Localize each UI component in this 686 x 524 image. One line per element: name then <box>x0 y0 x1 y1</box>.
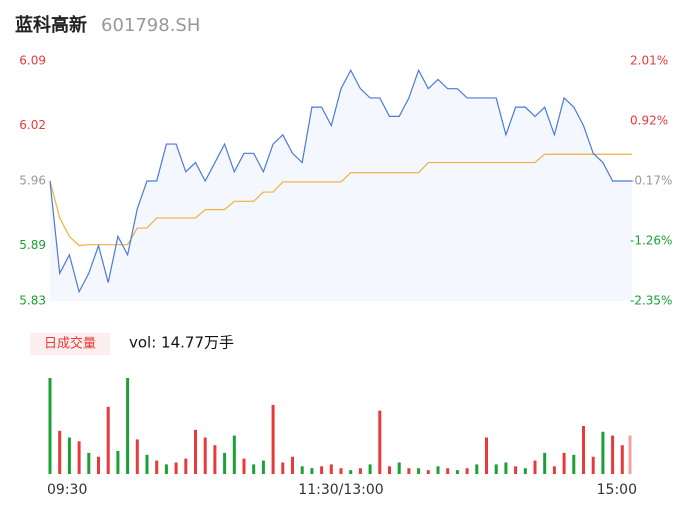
volume-bar <box>562 452 566 474</box>
volume-title: 日成交量 <box>44 336 96 352</box>
volume-bar <box>300 466 304 474</box>
volume-bar <box>582 426 585 474</box>
volume-bar <box>628 435 632 474</box>
volume-bar <box>223 452 227 474</box>
volume-bar <box>87 452 91 474</box>
volume-bar <box>611 435 615 474</box>
volume-bar <box>232 435 236 474</box>
volume-bar <box>417 468 421 474</box>
volume-bar <box>252 464 256 474</box>
y-tick-label: 5.83 <box>19 294 46 308</box>
volume-bar <box>388 466 391 474</box>
volume-bar <box>368 464 372 474</box>
volume-bar <box>446 468 450 474</box>
y2-tick-label: 2.01% <box>630 54 668 68</box>
y2-tick-label: -1.26% <box>630 234 672 248</box>
y2-tick-label: 0.92% <box>630 114 668 128</box>
volume-bar <box>620 445 624 474</box>
volume-bar <box>455 470 459 474</box>
y-tick-label: 6.02 <box>19 118 46 132</box>
volume-bar <box>601 431 605 474</box>
x-tick-label: 11:30/13:00 <box>298 482 383 498</box>
volume-bar <box>291 456 294 474</box>
volume-bar <box>320 466 324 474</box>
volume-bar <box>407 468 411 474</box>
volume-bar <box>184 458 188 474</box>
volume-bar <box>164 464 168 474</box>
volume-bar <box>194 429 197 474</box>
volume-bar <box>126 378 130 474</box>
series-line <box>49 68 632 294</box>
series-line <box>49 153 632 247</box>
volume-bar <box>329 464 333 474</box>
volume-bar <box>48 378 52 474</box>
volume-bar <box>106 406 110 474</box>
volume-bar <box>145 454 149 474</box>
volume-bar <box>339 468 343 474</box>
volume-total: vol: 14.77万手 <box>129 334 234 352</box>
volume-bar <box>135 439 139 474</box>
volume-bar <box>97 456 100 474</box>
volume-bar <box>465 468 469 474</box>
volume-bar <box>281 462 285 474</box>
y-tick-label: 6.09 <box>19 54 46 68</box>
volume-bar <box>514 466 518 474</box>
volume-bar <box>77 441 81 474</box>
volume-bar <box>358 468 362 474</box>
volume-bar <box>485 437 488 474</box>
volume-bar <box>572 454 576 474</box>
stock-code: 601798.SH <box>101 15 200 36</box>
y2-tick-label: -0.17% <box>630 174 672 188</box>
volume-bar <box>436 466 440 474</box>
volume-bar <box>504 462 508 474</box>
volume-bar <box>213 445 217 474</box>
y2-tick-label: -2.35% <box>630 294 672 308</box>
stock-name: 蓝科高新 <box>15 14 87 36</box>
price-area <box>50 70 632 301</box>
volume-bar <box>116 450 120 474</box>
volume-bar <box>271 404 275 474</box>
volume-tag <box>30 333 110 355</box>
x-tick-label: 09:30 <box>47 482 87 498</box>
volume-bar <box>174 462 178 474</box>
volume-bar <box>591 456 595 474</box>
volume-bar <box>552 466 556 474</box>
volume-bar <box>310 468 314 474</box>
volume-bar <box>397 462 401 474</box>
volume-bar <box>67 437 71 474</box>
volume-bar <box>533 460 537 474</box>
volume-bar <box>426 470 430 474</box>
volume-bar <box>475 464 479 474</box>
volume-bar <box>494 464 498 474</box>
x-tick-label: 15:00 <box>597 482 637 498</box>
volume-bar <box>261 460 265 474</box>
volume-bar <box>242 458 246 474</box>
volume-bar <box>349 470 353 474</box>
volume-bar <box>523 468 527 474</box>
y-tick-label: 5.89 <box>19 238 46 252</box>
volume-bar <box>58 430 62 474</box>
volume-bar <box>155 460 159 474</box>
y-tick-label: 5.96 <box>19 174 46 188</box>
volume-bar <box>203 437 207 474</box>
volume-bar <box>378 410 382 474</box>
volume-bar <box>543 452 547 474</box>
